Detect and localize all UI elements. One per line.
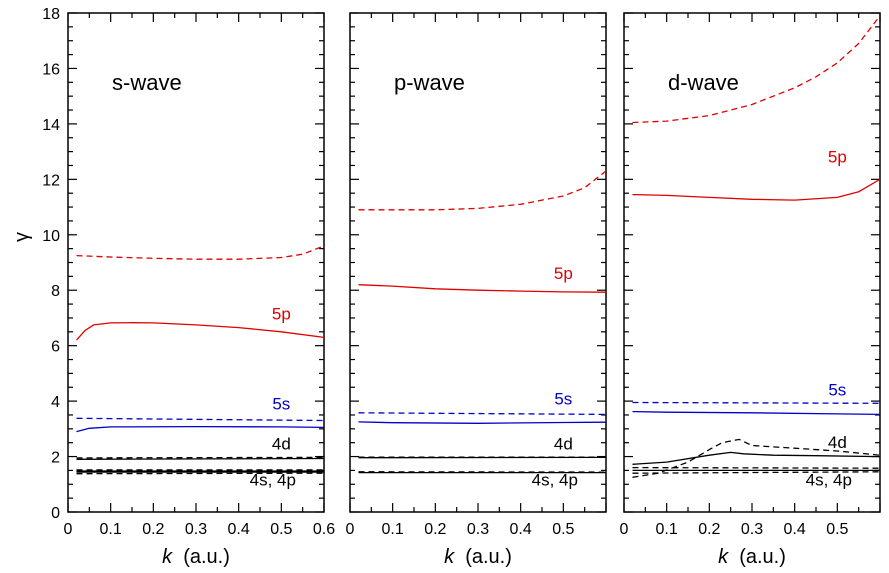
series-label: 5p <box>272 304 291 323</box>
series-label: 4s, 4p <box>532 471 578 490</box>
panel-s-wave: 0 2 4 6 8 10 12 14 16 18 0 0.1 0.2 0.3 0.4 0.5 0.6 k (a.u… <box>42 6 335 568</box>
y-tick-label: 8 <box>51 283 60 300</box>
series-label: 4d <box>828 433 847 452</box>
x-tick-label: 0 <box>346 521 355 538</box>
y-tick-label: 4 <box>51 394 60 411</box>
x-axis-title: k (a.u.) <box>444 546 512 568</box>
series-label: 4d <box>554 435 573 454</box>
y-tick-label: 10 <box>42 228 60 245</box>
x-tick-label: 0.2 <box>424 521 446 538</box>
series-line-5s-dashed <box>358 412 606 416</box>
panels: 0 2 4 6 8 10 12 14 16 18 0 0.1 0.2 0.3 0.4 0.5 0.6 k (a.u… <box>42 6 881 568</box>
series-label: 5s <box>272 394 290 413</box>
x-tick-label: 0.4 <box>784 521 806 538</box>
x-axis-title: k (a.u.) <box>718 546 786 568</box>
y-axis-title: γ <box>11 232 33 242</box>
series-line-5p-dashed <box>632 15 880 124</box>
x-tick-label: 0.4 <box>510 521 532 538</box>
series-label: 5p <box>554 264 573 283</box>
series-group <box>76 245 324 475</box>
series-line-core-dashed <box>76 472 324 475</box>
y-tick-label: 14 <box>42 117 60 134</box>
series-line-core-dashed <box>76 456 324 459</box>
panel-d-wave: 0 0.1 0.2 0.3 0.4 0.5 k (a.u.) d-wave 5p 5s 4d 4s, … <box>620 12 881 568</box>
series-line-5p-solid <box>76 322 324 341</box>
x-tick-label: 0.1 <box>100 521 122 538</box>
series-line-core-solid <box>76 457 324 460</box>
x-tick-label: 0.2 <box>698 521 720 538</box>
x-tick-label: 0.4 <box>228 521 250 538</box>
panel-title: p-wave <box>394 70 465 95</box>
x-tick-label: 0.1 <box>382 521 404 538</box>
x-tick-label: 0.3 <box>467 521 489 538</box>
series-group <box>358 170 606 474</box>
series-group <box>632 15 880 478</box>
y-tick-label: 12 <box>42 172 60 189</box>
series-line-core-solid <box>632 451 880 465</box>
series-line-5p-dashed <box>76 245 324 260</box>
series-line-5p-solid <box>632 178 880 201</box>
y-tick-label: 18 <box>42 6 60 23</box>
series-line-5s-dashed <box>632 401 880 404</box>
x-tick-label: 0.6 <box>313 521 335 538</box>
series-label: 5s <box>554 389 572 408</box>
series-label: 4s, 4p <box>806 471 852 490</box>
panel-title: s-wave <box>112 70 182 95</box>
y-tick-label: 2 <box>51 450 60 467</box>
panel-p-wave: 0 0.1 0.2 0.3 0.4 0.5 k (a.u.) p-wave 5p 5s 4d 4s, … <box>346 12 607 568</box>
x-tick-label: 0.5 <box>552 521 574 538</box>
series-line-5s-dashed <box>76 417 324 422</box>
series-label: 4d <box>272 435 291 454</box>
series-label: 5p <box>828 148 847 167</box>
series-line-5s-solid <box>358 421 606 424</box>
x-tick-label: 0.5 <box>826 521 848 538</box>
x-tick-label: 0.2 <box>142 521 164 538</box>
series-label: 4s, 4p <box>250 471 296 490</box>
x-tick-label: 0.3 <box>741 521 763 538</box>
series-line-5s-solid <box>76 425 324 433</box>
y-tick-label: 16 <box>42 61 60 78</box>
series-line-core-dashed <box>632 466 880 469</box>
series-line-5p-solid <box>358 284 606 293</box>
x-tick-label: 0 <box>620 521 629 538</box>
series-label: 5s <box>828 381 846 400</box>
y-tick-label: 6 <box>51 339 60 356</box>
x-axis-title: k (a.u.) <box>162 546 230 568</box>
x-tick-label: 0.3 <box>185 521 207 538</box>
x-tick-label: 0 <box>64 521 73 538</box>
series-line-5p-dashed <box>358 170 606 211</box>
x-tick-label: 0.1 <box>656 521 678 538</box>
y-tick-label: 0 <box>51 505 60 522</box>
panel-title: d-wave <box>668 70 739 95</box>
series-line-core-dashed <box>632 471 880 474</box>
series-line-5s-solid <box>632 410 880 416</box>
x-tick-label: 0.5 <box>270 521 292 538</box>
